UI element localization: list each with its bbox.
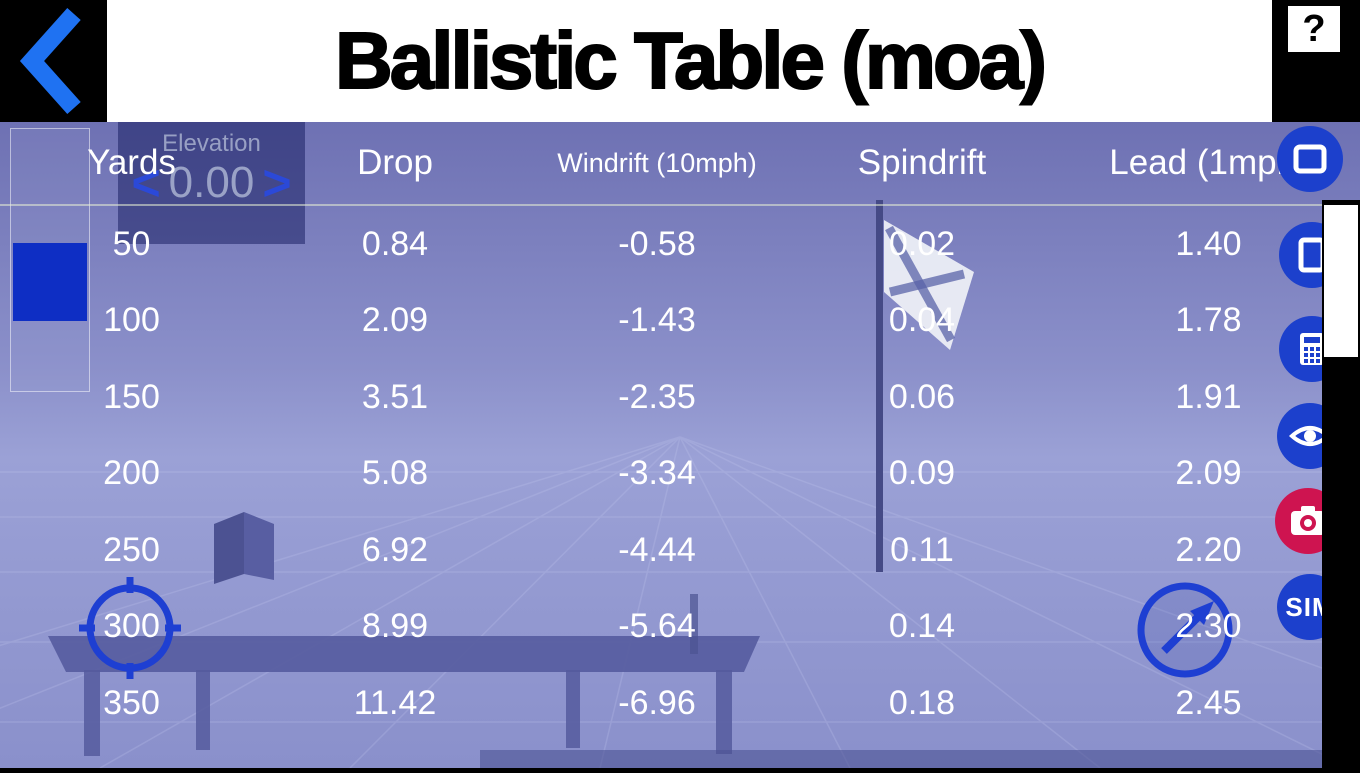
side-panel (10, 128, 90, 392)
shooting-bench (48, 636, 760, 756)
help-button[interactable]: ? (1288, 6, 1340, 52)
screen-icon (1293, 144, 1327, 174)
scope-crosshair-icon[interactable] (75, 573, 185, 683)
elevation-label: Elevation (162, 130, 261, 157)
target-stand (214, 512, 698, 654)
scrollbar-thumb[interactable] (1324, 205, 1358, 357)
calculator-icon (1300, 333, 1324, 365)
title-bar: Ballistic Table (moa) ? (0, 0, 1360, 122)
elevation-decrease-button[interactable]: < (131, 155, 161, 211)
back-button[interactable] (0, 0, 107, 122)
wind-compass-icon[interactable] (1130, 575, 1240, 685)
flagpole (876, 200, 883, 572)
elevation-increase-button[interactable]: > (262, 155, 292, 211)
camera-icon (1291, 506, 1325, 535)
range-flag (884, 220, 974, 350)
elevation-widget: Elevation < 0.00 > (118, 122, 305, 244)
help-block: ? (1272, 0, 1360, 122)
chevron-left-icon (19, 8, 81, 114)
elevation-value: 0.00 (168, 158, 255, 207)
screen-view-button[interactable] (1277, 126, 1343, 192)
bench-front-edge (480, 750, 1360, 768)
blue-square-button[interactable] (13, 243, 87, 321)
scrollbar-track[interactable] (1322, 200, 1360, 768)
page-title: Ballistic Table (moa) (334, 15, 1048, 106)
